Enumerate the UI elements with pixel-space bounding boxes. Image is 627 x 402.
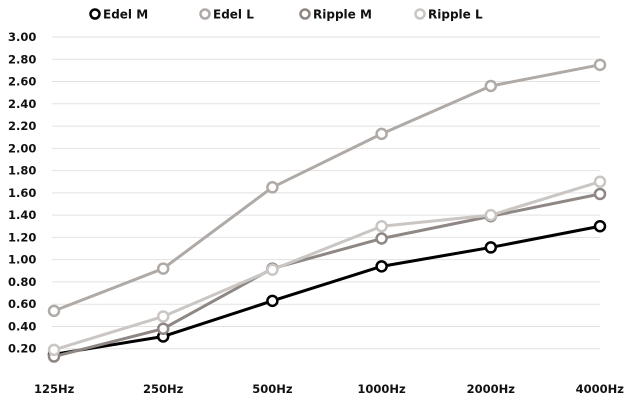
y-tick-label: 2.60 xyxy=(8,75,36,89)
y-tick-label: 0.80 xyxy=(8,275,36,289)
series-edel-m xyxy=(47,220,607,361)
x-tick-label: 125Hz xyxy=(34,382,75,396)
x-axis: 125Hz 250Hz 500Hz 1000Hz 2000Hz 4000Hz xyxy=(34,382,624,396)
legend-label: Ripple L xyxy=(428,8,483,22)
series-lines xyxy=(47,58,607,363)
data-point xyxy=(156,262,170,275)
data-point xyxy=(375,127,388,141)
data-point xyxy=(484,208,498,222)
legend: Edel M Edel L Ripple M Ripple L xyxy=(89,8,483,22)
y-tick-label: 2.20 xyxy=(8,119,36,133)
legend-marker-icon xyxy=(199,8,211,20)
y-tick-label: 1.60 xyxy=(8,186,36,200)
legend-item: Ripple M xyxy=(299,8,372,22)
data-point xyxy=(375,220,388,233)
legend-item: Ripple L xyxy=(414,8,483,22)
y-axis: 0.20 0.40 0.60 0.80 1.00 1.20 1.40 1.60 1.80 2.00… xyxy=(8,30,36,356)
data-point xyxy=(593,220,607,233)
legend-marker-icon xyxy=(414,8,426,20)
data-point xyxy=(47,343,61,357)
series-line xyxy=(53,192,601,358)
data-point xyxy=(593,175,607,188)
data-point xyxy=(156,310,170,323)
y-tick-label: 2.00 xyxy=(8,141,36,155)
legend-item: Edel L xyxy=(199,8,254,22)
series-ripple-l xyxy=(47,175,607,357)
series-line xyxy=(53,180,601,352)
legend-marker-icon xyxy=(299,8,311,20)
data-point xyxy=(266,294,279,308)
y-tick-label: 2.80 xyxy=(8,52,36,66)
legend-item: Edel M xyxy=(89,8,148,22)
x-tick-label: 500Hz xyxy=(252,382,293,396)
data-point xyxy=(593,58,607,72)
x-tick-label: 4000Hz xyxy=(576,382,625,396)
data-point xyxy=(484,241,498,254)
series-edel-l xyxy=(47,58,607,318)
data-point xyxy=(375,232,388,245)
x-tick-label: 250Hz xyxy=(143,382,184,396)
grid-lines xyxy=(52,36,600,350)
y-tick-label: 1.00 xyxy=(8,253,36,267)
data-point xyxy=(156,322,170,335)
legend-label: Edel L xyxy=(213,8,254,22)
series-line xyxy=(53,224,601,356)
data-point xyxy=(375,260,388,273)
data-point xyxy=(266,181,279,194)
data-point xyxy=(266,263,279,276)
y-tick-label: 0.40 xyxy=(8,319,36,333)
data-point xyxy=(593,187,607,201)
y-tick-label: 1.80 xyxy=(8,164,36,178)
data-point xyxy=(47,304,61,318)
legend-label: Ripple M xyxy=(313,8,372,22)
y-tick-label: 1.40 xyxy=(8,208,36,222)
series-line xyxy=(53,63,601,313)
x-tick-label: 1000Hz xyxy=(357,382,406,396)
y-tick-label: 1.20 xyxy=(8,230,36,244)
y-tick-label: 0.60 xyxy=(8,297,36,311)
y-tick-label: 0.20 xyxy=(8,342,36,356)
y-tick-label: 3.00 xyxy=(8,30,36,44)
x-tick-label: 2000Hz xyxy=(467,382,516,396)
legend-label: Edel M xyxy=(103,8,148,22)
legend-marker-icon xyxy=(89,8,101,20)
y-tick-label: 2.40 xyxy=(8,97,36,111)
data-point xyxy=(484,79,498,93)
